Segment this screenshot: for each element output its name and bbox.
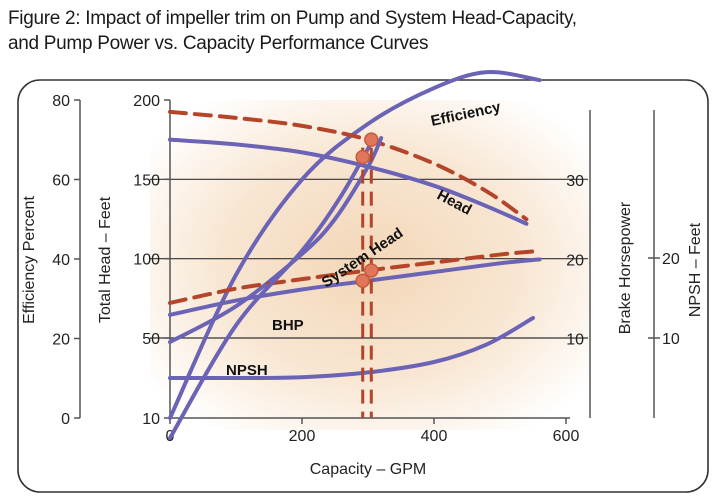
bhp-tick-label: 20	[566, 252, 584, 269]
x-axis-title: Capacity – GPM	[310, 461, 426, 478]
bhp-tick-label: 10	[566, 332, 584, 349]
head-tick-label: 200	[133, 93, 160, 110]
operating-point-marker-3	[355, 273, 370, 289]
npsh-axis-title: NPSH – Feet	[687, 222, 704, 317]
chart-title-line-1: Figure 2: Impact of impeller trim on Pum…	[8, 8, 577, 29]
bhp-curve-label: BHP	[272, 317, 304, 334]
chart-title: Figure 2: Impact of impeller trim on Pum…	[8, 6, 712, 56]
x-tick-label: 200	[289, 428, 316, 445]
npsh-curve-label: NPSH	[226, 362, 268, 379]
system-head-solid-series-line	[168, 134, 377, 440]
head-tick-label: 10	[142, 411, 160, 428]
efficiency-tick-label: 20	[52, 332, 70, 349]
system-head-solid-series-line	[168, 136, 384, 344]
efficiency-solid-series-line	[168, 70, 542, 420]
chart-title-line-2: and Pump Power vs. Capacity Performance …	[8, 33, 429, 54]
efficiency-tick-label: 40	[52, 252, 70, 269]
npsh-solid-series-line	[168, 316, 535, 381]
operating-point-marker-2	[364, 263, 379, 278]
x-tick-label: 400	[421, 428, 448, 445]
head-tick-label: 100	[133, 252, 160, 269]
efficiency-tick-label: 0	[61, 411, 70, 428]
npsh-tick-label: 20	[662, 251, 680, 268]
operating-point-marker-0	[364, 132, 379, 147]
efficiency-axis-title: Efficiency Percent	[21, 196, 38, 324]
head-tick-label: 50	[142, 331, 160, 348]
bhp-tick-label: 30	[566, 173, 584, 190]
bhp-axis-title: Brake Horsepower	[617, 201, 634, 334]
head-tick-label: 150	[133, 172, 160, 189]
operating-point-marker-1	[355, 149, 370, 165]
x-tick-label: 600	[553, 428, 580, 445]
npsh-tick-label: 10	[662, 331, 680, 348]
head-axis-title: Total Head – Feet	[97, 196, 114, 323]
efficiency-tick-label: 80	[52, 93, 70, 110]
efficiency-tick-label: 60	[52, 173, 70, 190]
